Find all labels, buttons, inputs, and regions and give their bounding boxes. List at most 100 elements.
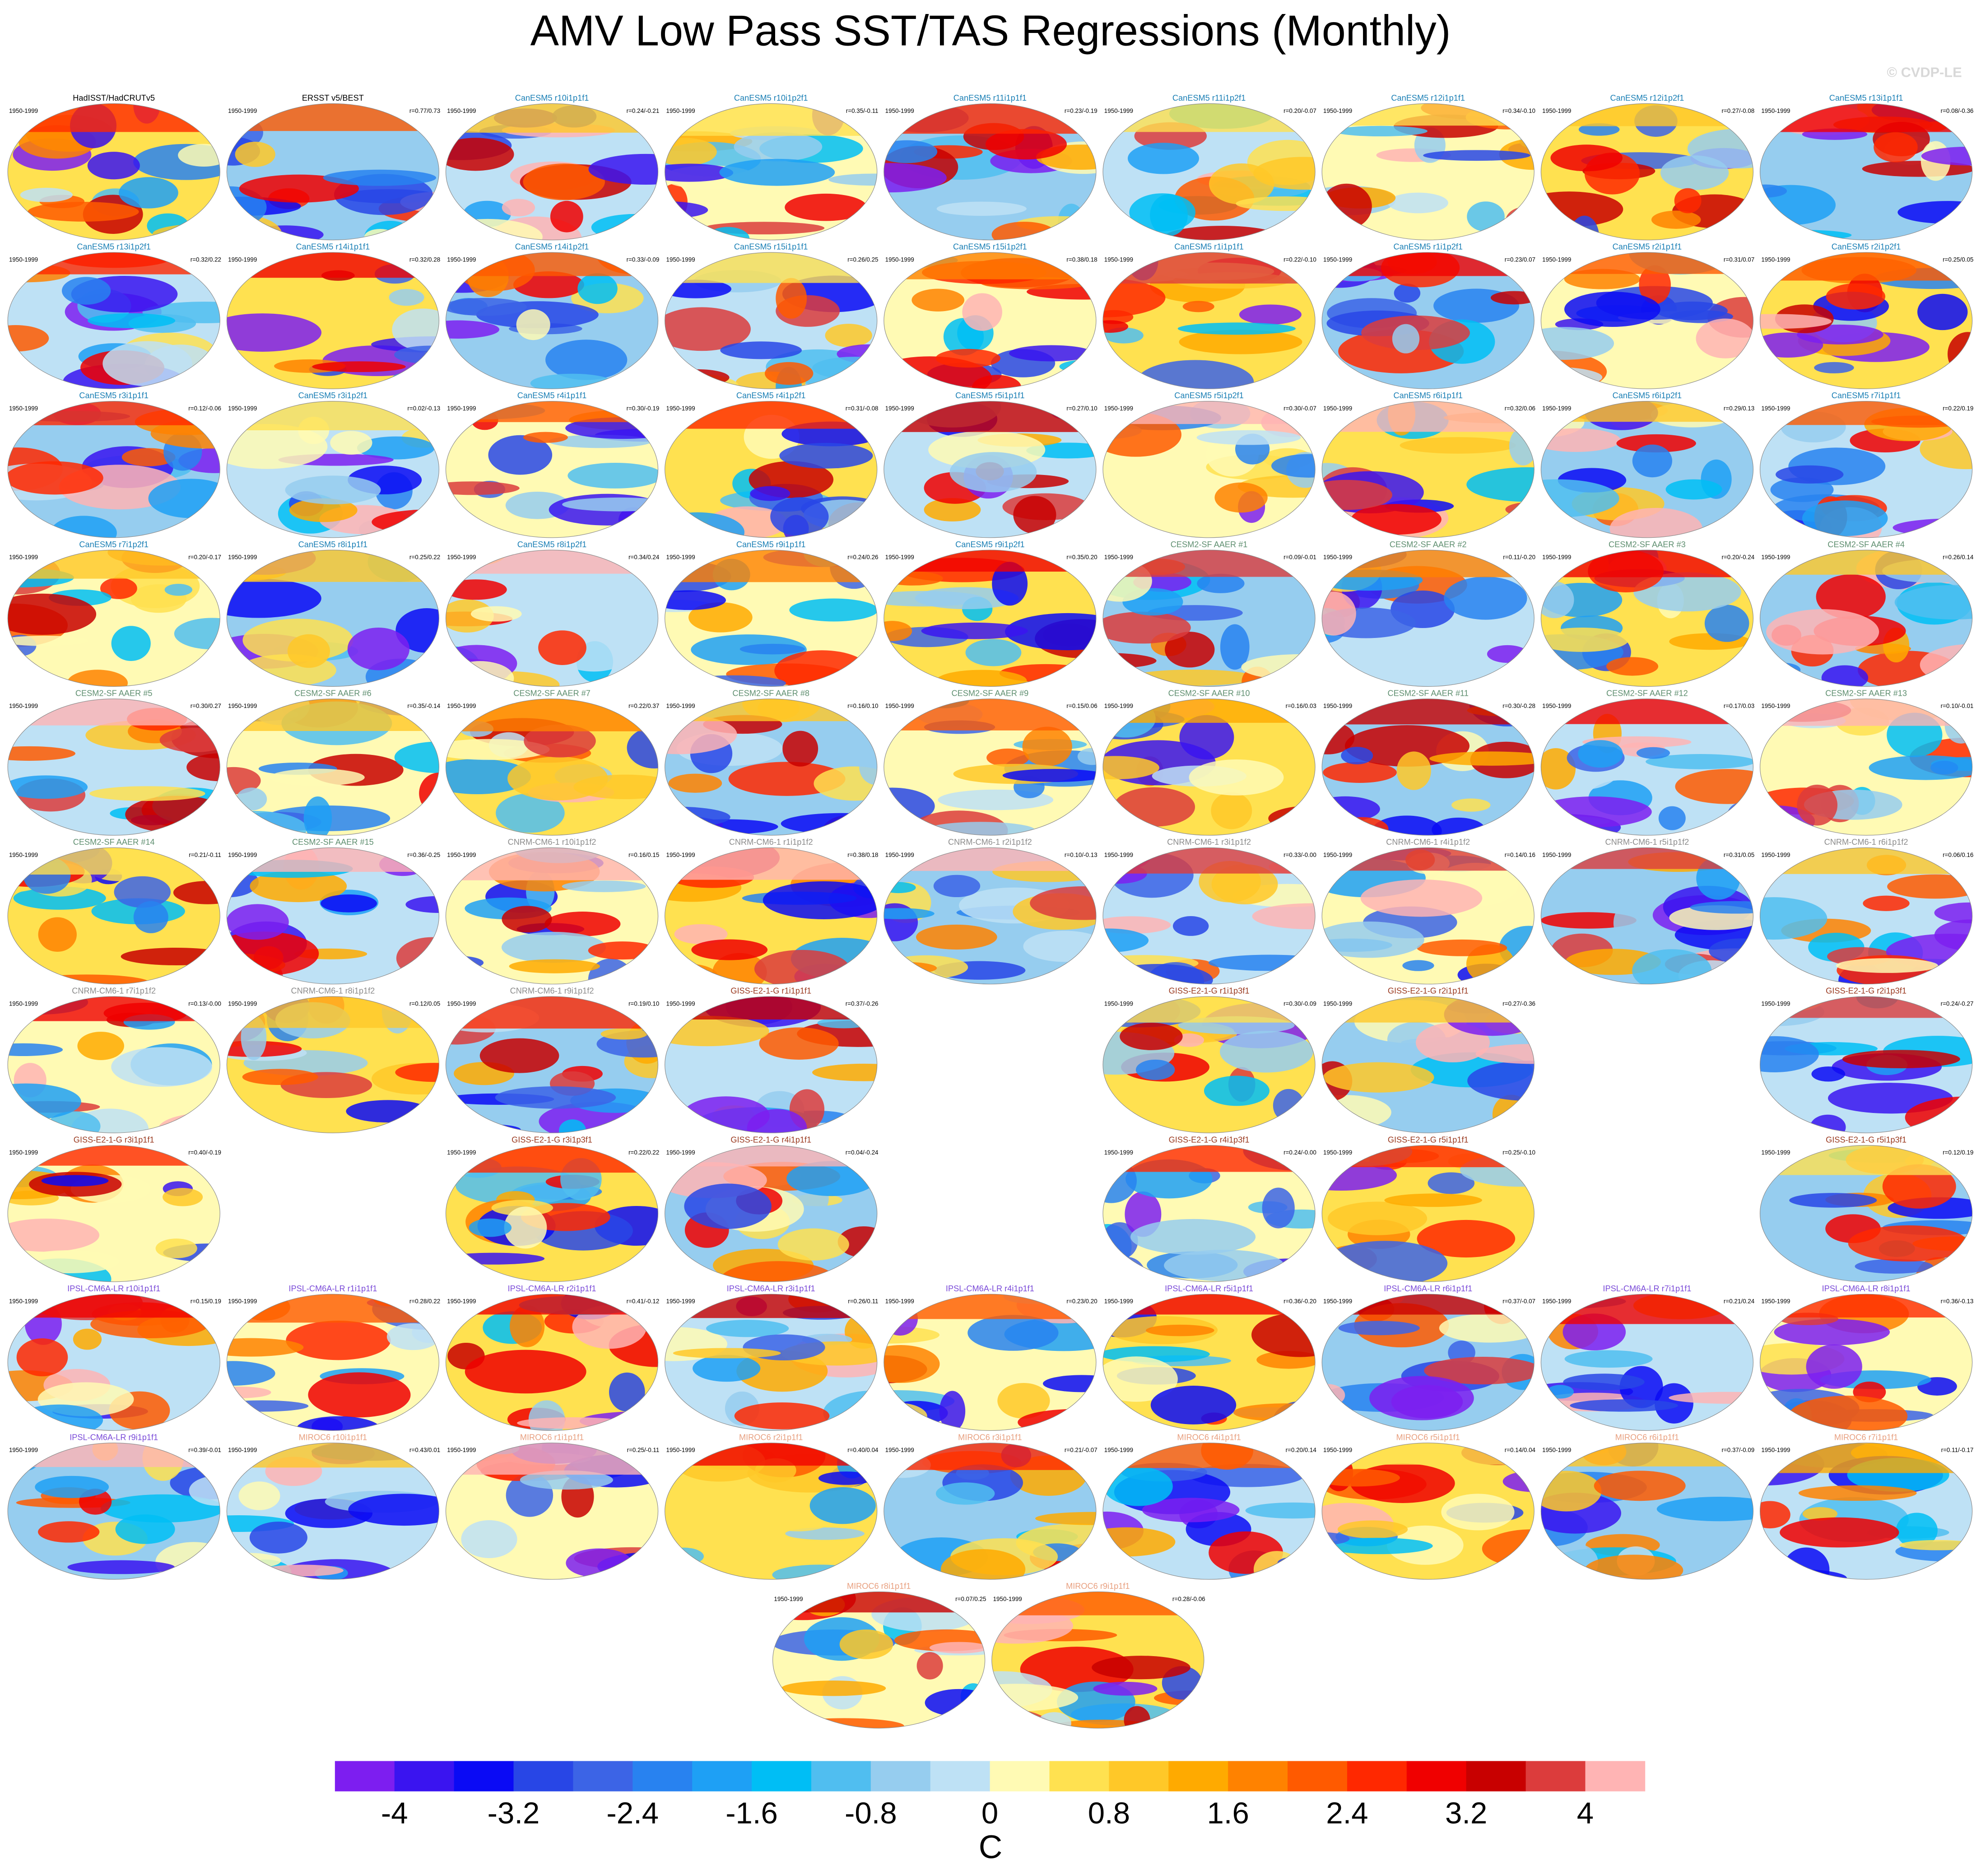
map-shading xyxy=(1197,573,1245,593)
map-shading xyxy=(1570,1399,1678,1412)
panel-title: IPSL-CM6A-LR r7i1p1f1 xyxy=(1603,1284,1691,1293)
map-outline xyxy=(1759,1145,1973,1282)
map-shading xyxy=(1506,1407,1535,1431)
map-shading xyxy=(1277,698,1316,722)
map-shading xyxy=(566,1548,632,1578)
map-shading xyxy=(227,214,282,240)
map-outline xyxy=(772,1591,986,1729)
map-shading xyxy=(1898,1126,1972,1133)
map-panel: CESM2-SF AAER #5 1950-1999 r=0.30/0.27 xyxy=(7,689,221,836)
map-shading xyxy=(935,349,1001,368)
panel-correlation: r=0.30/-0.28 xyxy=(1502,703,1535,709)
map-shading xyxy=(446,481,520,495)
map-shading xyxy=(1093,1681,1158,1696)
panel-title: CESM2-SF AAER #9 xyxy=(952,689,1029,698)
map-shading xyxy=(178,144,220,167)
panel-correlation: r=0.21/-0.07 xyxy=(1065,1447,1097,1453)
panel-period: 1950-1999 xyxy=(9,405,38,412)
map-shading xyxy=(1402,960,1434,971)
panel-title: CanESM5 r2i1p2f1 xyxy=(1832,242,1901,251)
map-shading xyxy=(73,1328,102,1350)
map-arctic xyxy=(227,1294,439,1323)
map-field xyxy=(884,550,1096,687)
panel-correlation: r=0.16/0.03 xyxy=(1286,703,1316,709)
map-outline xyxy=(226,103,439,241)
map-shading xyxy=(47,1111,101,1133)
panel-period: 1950-1999 xyxy=(666,1298,695,1305)
map-shading xyxy=(622,517,658,528)
map-shading xyxy=(1490,291,1535,305)
map-outline xyxy=(1759,847,1973,985)
map-shading xyxy=(148,479,220,518)
map-shading xyxy=(1789,1193,1877,1208)
panel-title: GISS-E2-1-G r3i1p3f1 xyxy=(512,1135,592,1144)
map-field xyxy=(884,103,1096,240)
map-outline xyxy=(1540,549,1753,687)
map-shading xyxy=(1220,624,1250,670)
panel-period: 1950-1999 xyxy=(666,256,695,263)
map-outline xyxy=(1540,252,1753,389)
map-outline xyxy=(1321,1294,1535,1431)
map-panel: MIROC6 r4i1p1f1 1950-1999 r=0.20/0.14 xyxy=(1102,1433,1316,1580)
panel-period: 1950-1999 xyxy=(228,554,257,561)
map-outline xyxy=(665,1145,878,1282)
map-field xyxy=(1103,401,1316,538)
map-shading xyxy=(1108,1257,1146,1282)
map-panel: CNRM-CM6-1 r4i1p1f2 1950-1999 r=0.14/0.16 xyxy=(1321,838,1535,985)
panel-period: 1950-1999 xyxy=(447,1447,476,1453)
map-shading xyxy=(884,806,911,834)
map-outline xyxy=(1102,996,1316,1133)
map-shading xyxy=(884,962,937,974)
map-field xyxy=(8,401,220,538)
map-shading xyxy=(962,293,1002,331)
panel-title: CESM2-SF AAER #10 xyxy=(1168,689,1250,698)
map-field xyxy=(665,847,877,984)
map-shading xyxy=(1189,759,1284,796)
colorbar-box xyxy=(811,1761,871,1792)
map-shading xyxy=(777,1228,849,1261)
colorbar-box xyxy=(454,1761,514,1792)
panel-title: IPSL-CM6A-LR r8i1p1f1 xyxy=(1822,1284,1911,1293)
panel-title: CanESM5 r1i1p1f1 xyxy=(1174,242,1244,251)
map-shading xyxy=(1322,1384,1345,1406)
map-shading xyxy=(841,965,877,980)
map-panel: IPSL-CM6A-LR r1i1p1f1 1950-1999 r=0.28/0.2… xyxy=(226,1284,440,1431)
map-shading xyxy=(227,1553,281,1569)
map-shading xyxy=(676,819,778,834)
panel-correlation: r=0.32/0.06 xyxy=(1505,405,1535,412)
map-outline xyxy=(1759,698,1973,836)
map-shading xyxy=(1894,585,1972,620)
map-outline xyxy=(665,103,878,241)
panel-correlation: r=0.24/-0.27 xyxy=(1941,1000,1974,1007)
panel-correlation: r=0.23/0.20 xyxy=(1066,1298,1097,1305)
map-shading xyxy=(1863,895,1910,911)
map-shading xyxy=(1341,747,1373,765)
map-shading xyxy=(115,1514,175,1544)
map-panel: CESM2-SF AAER #4 1950-1999 r=0.26/0.14 xyxy=(1759,540,1974,687)
map-panel: CNRM-CM6-1 r8i1p1f2 1950-1999 r=0.12/0.05 xyxy=(226,987,440,1133)
map-outline xyxy=(665,996,878,1133)
map-shading xyxy=(929,1642,985,1654)
map-shading xyxy=(530,373,614,389)
map-shading xyxy=(759,1027,839,1060)
map-shading xyxy=(1322,1266,1365,1282)
map-shading xyxy=(719,158,835,186)
map-shading xyxy=(1323,1241,1448,1282)
panel-title: MIROC6 r3i1p1f1 xyxy=(958,1433,1022,1442)
map-shading xyxy=(884,882,916,894)
map-shading xyxy=(523,163,605,200)
panel-period: 1950-1999 xyxy=(1542,554,1571,561)
panel-title: CNRM-CM6-1 r3i1p1f2 xyxy=(1167,838,1251,847)
panel-period: 1950-1999 xyxy=(228,1298,257,1305)
map-panel: CESM2-SF AAER #12 1950-1999 r=0.17/0.03 xyxy=(1540,689,1754,836)
map-shading xyxy=(348,1494,439,1526)
map-field xyxy=(8,1443,220,1580)
map-shading xyxy=(227,1361,275,1386)
map-shading xyxy=(173,881,220,904)
map-shading xyxy=(8,1218,100,1252)
map-shading xyxy=(1322,479,1392,510)
map-shading xyxy=(1103,1356,1178,1402)
map-panel: CanESM5 r7i1p1f1 1950-1999 r=0.22/0.19 xyxy=(1759,391,1973,538)
colorbar-tick-label: 2.4 xyxy=(1326,1796,1368,1830)
map-shading xyxy=(364,220,417,240)
